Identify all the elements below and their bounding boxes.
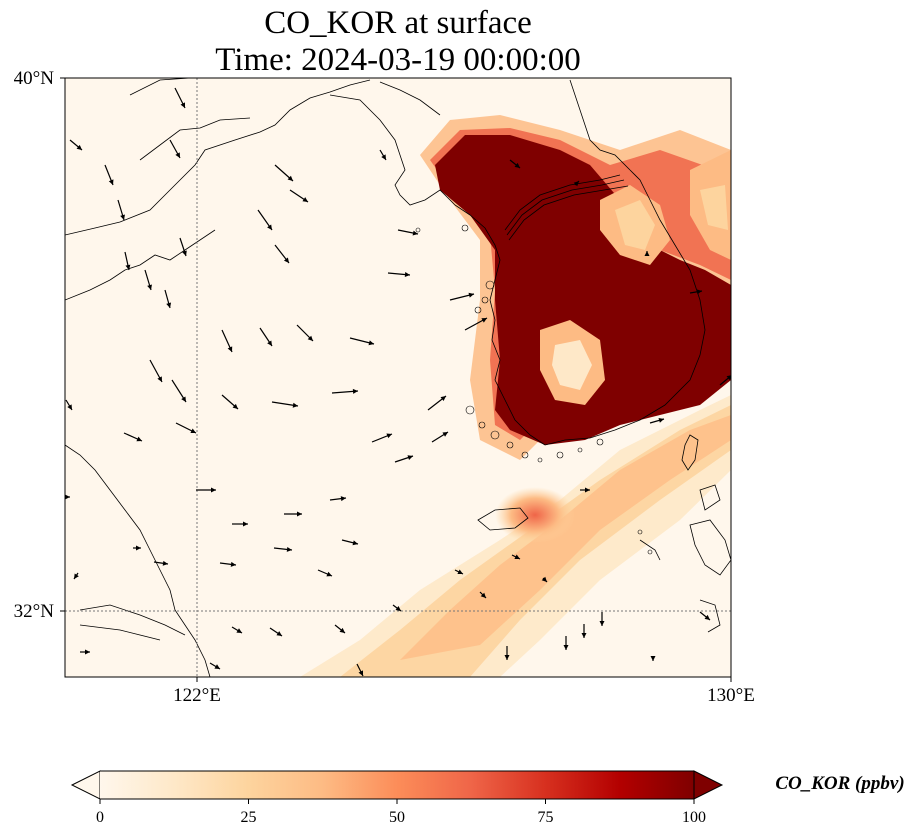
wind-arrow-head — [287, 175, 293, 181]
wind-arrow-head — [381, 154, 386, 160]
wind-arrow-head — [404, 272, 410, 278]
lon-axis: 122°E 130°E — [173, 677, 755, 706]
wind-arrow-head — [599, 621, 605, 626]
lat-tick-32: 32°N — [14, 601, 55, 622]
wind-arrow-head — [339, 627, 345, 633]
wind-arrow-head — [457, 569, 463, 574]
wind-arrow-head — [407, 455, 413, 460]
wind-arrow-head — [514, 162, 520, 168]
wind-arrow-head — [125, 264, 131, 270]
wind-arrow-head — [65, 494, 70, 500]
gridlines — [65, 78, 731, 677]
wind-arrow-head — [227, 346, 233, 352]
wind-arrow-head — [644, 251, 650, 256]
wind-arrow-head — [157, 376, 162, 382]
wind-arrow-head — [276, 631, 282, 636]
wind-arrow-head — [190, 428, 196, 433]
title-line-2: Time: 2024-03-19 00:00:00 — [215, 42, 580, 78]
wind-arrow-head — [326, 571, 332, 577]
wind-arrow-head — [514, 554, 520, 559]
wind-arrow-head — [292, 402, 298, 408]
wind-arrow-head — [352, 540, 358, 546]
wind-arrow-head — [696, 289, 702, 295]
lon-tick-122: 122°E — [173, 685, 221, 706]
islands — [415, 224, 653, 555]
wind-arrow-head — [243, 521, 248, 527]
wind-arrow-head — [175, 152, 180, 158]
wind-arrow-head — [302, 197, 308, 202]
wind-arrow-head — [74, 573, 79, 579]
wind-arrow-head — [358, 670, 363, 676]
wind-arrow-head — [481, 318, 487, 323]
colorbar-gradient — [100, 771, 694, 799]
wind-arrow-head — [412, 230, 418, 236]
wind-arrow-head — [286, 546, 292, 552]
wind-vectors — [65, 87, 731, 677]
wind-arrow-head — [573, 181, 579, 187]
wind-arrow-head — [658, 417, 664, 423]
wind-arrow-head — [541, 576, 547, 582]
wind-arrow-head — [76, 144, 82, 150]
wind-arrow-head — [352, 388, 358, 394]
wind-arrow-head — [585, 487, 590, 493]
colorbar-tick-label: 0 — [96, 809, 104, 826]
wind-arrow-head — [340, 496, 346, 502]
wind-arrow-head — [120, 214, 125, 220]
wind-arrow-head — [230, 561, 236, 567]
wind-arrow-head — [211, 487, 216, 493]
wind-arrow-head — [136, 436, 142, 442]
wind-arrow-head — [581, 633, 587, 638]
wind-arrow-head — [85, 649, 90, 655]
wind-arrow-head — [440, 396, 446, 402]
wind-arrow-head — [395, 606, 401, 611]
lon-tick-130: 130°E — [707, 685, 755, 706]
colorbar-tick-label: 75 — [538, 809, 554, 826]
wind-arrow-head — [368, 340, 374, 346]
colorbar-label: CO_KOR (ppbv) — [775, 773, 904, 794]
map-panel — [65, 78, 731, 677]
wind-arrow-head — [162, 560, 168, 566]
colorbar-tick-label: 25 — [241, 809, 257, 826]
wind-arrow-head — [704, 614, 710, 620]
wind-arrow-head — [214, 664, 220, 669]
wind-arrow-head — [147, 284, 152, 290]
wind-arrow-head — [442, 432, 448, 437]
wind-arrow-head — [386, 433, 392, 439]
colorbar-tick-label: 100 — [682, 809, 706, 826]
title-line-1: CO_KOR at surface — [264, 5, 532, 41]
wind-arrow-head — [236, 628, 242, 633]
wind-arrow-head — [267, 340, 272, 346]
wind-arrow-head — [136, 545, 141, 551]
coastlines — [65, 78, 731, 677]
wind-arrow-head — [480, 592, 486, 598]
wind-arrow-head — [650, 656, 656, 661]
wind-arrow-head — [181, 396, 186, 402]
wind-arrow-head — [166, 302, 172, 308]
wind-arrow-head — [297, 511, 302, 517]
wind-arrow-head — [267, 224, 272, 230]
lat-axis: 40°N 32°N — [14, 68, 65, 622]
wind-arrow-head — [232, 403, 238, 409]
wind-arrow-head — [108, 179, 114, 185]
colorbar: 0 25 50 75 100 CO_KOR (ppbv) — [70, 770, 905, 826]
colorbar-tick-label: 50 — [389, 809, 405, 826]
wind-arrow-head — [182, 250, 187, 256]
wind-arrow-head — [563, 645, 569, 650]
wind-arrow-head — [307, 335, 313, 341]
map-frame — [64, 77, 732, 678]
lat-tick-40: 40°N — [14, 68, 55, 89]
wind-arrow-head — [67, 404, 72, 410]
wind-arrow-head — [180, 102, 185, 108]
colorbar-extend-max — [693, 770, 724, 800]
colorbar-extend-min — [70, 770, 101, 800]
wind-arrow-head — [283, 257, 289, 263]
wind-arrow-head — [468, 292, 474, 298]
wind-arrow-head — [726, 375, 731, 381]
wind-arrow-head — [504, 655, 510, 660]
